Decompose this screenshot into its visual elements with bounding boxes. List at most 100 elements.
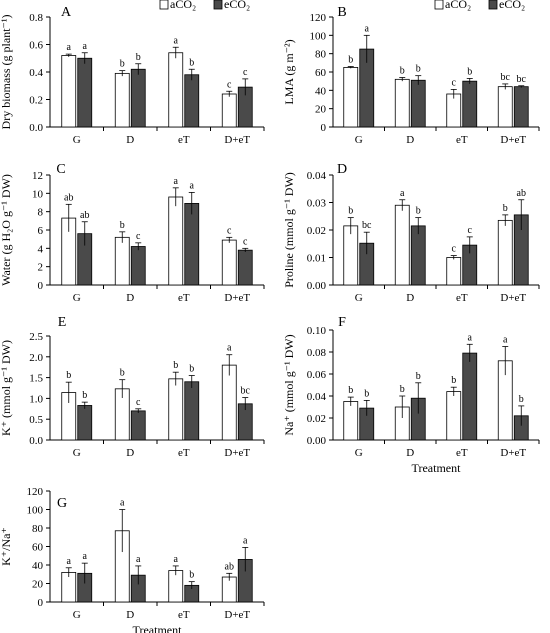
x-tick-label: D (126, 447, 134, 459)
x-tick-label: D+eT (224, 609, 250, 621)
y-tick-label: 120 (27, 486, 44, 498)
y-tick-label: 0.04 (307, 170, 327, 182)
chart-panel-F: 0.00 0.02 0.04 0.06 0.08 0.10 Na⁺ (mmol g⁻¹ DW… (282, 315, 540, 475)
significance-letter: b (416, 371, 421, 382)
legend-label: eCO₂ (499, 0, 525, 11)
panel-letter: E (58, 315, 67, 330)
y-tick-label: 0 (321, 122, 327, 134)
bar-aco2 (168, 52, 184, 128)
significance-letter: ab (225, 561, 234, 572)
x-tick-label: G (355, 134, 363, 146)
significance-letter: a (243, 535, 248, 546)
x-tick-label: D+eT (224, 134, 250, 146)
bar-aco2 (168, 378, 184, 441)
bar-eco2 (130, 410, 146, 441)
x-tick-label: D+eT (224, 447, 250, 459)
bar-aco2 (168, 196, 184, 286)
y-tick-label: 6 (38, 225, 44, 237)
panel-letter: G (57, 496, 67, 511)
significance-letter: b (82, 390, 87, 401)
bar-eco2 (184, 74, 200, 128)
y-tick-label: 10 (32, 188, 44, 200)
significance-letter: b (348, 55, 353, 66)
significance-letter: a (190, 180, 195, 191)
x-tick-label: G (73, 292, 81, 304)
y-tick-label: 100 (27, 505, 44, 517)
x-tick-label: D+eT (224, 292, 250, 304)
significance-letter: b (348, 385, 353, 396)
y-tick-label: 0.6 (29, 40, 43, 52)
legend-label: eCO₂ (224, 0, 250, 11)
significance-letter: c (136, 231, 141, 242)
y-axis-label: Dry biomass (g plant⁻¹) (0, 15, 13, 130)
y-tick-label: 0 (38, 597, 44, 609)
significance-letter: ab (64, 192, 73, 203)
y-axis-label: K⁺/Na⁺ (0, 527, 13, 566)
significance-letter: a (503, 335, 508, 346)
bar-eco2 (237, 249, 253, 286)
bar-aco2 (114, 72, 130, 128)
bar-aco2 (343, 225, 359, 286)
significance-letter: a (67, 42, 72, 53)
y-tick-label: 4 (38, 243, 44, 255)
y-tick-label: 0.02 (307, 413, 326, 425)
significance-letter: b (416, 64, 421, 75)
significance-letter: b (400, 66, 405, 77)
y-tick-label: 80 (315, 49, 327, 61)
panel-letter: D (337, 162, 347, 177)
y-tick-label: 20 (32, 579, 44, 591)
y-tick-label: 0.0 (29, 122, 43, 134)
x-tick-label: D (126, 292, 134, 304)
panel-letter: C (56, 162, 65, 177)
significance-letter: c (136, 397, 141, 408)
significance-letter: b (400, 384, 405, 395)
legend-label: aCO₂ (445, 0, 471, 11)
y-tick-label: 0.00 (307, 280, 327, 292)
y-tick-label: 100 (310, 30, 327, 42)
y-tick-label: 2.0 (29, 352, 43, 364)
significance-letter: c (452, 244, 457, 255)
y-tick-label: 20 (315, 104, 327, 116)
significance-letter: b (189, 364, 194, 375)
significance-letter: b (451, 375, 456, 386)
bar-aco2 (497, 219, 513, 286)
x-tick-label: G (73, 134, 81, 146)
y-tick-label: 0.04 (307, 391, 327, 403)
chart-panel-D: 0.00 0.01 0.02 0.03 0.04 Proline (mmol g⁻¹ DW… (282, 162, 540, 304)
legend-swatch-eco2 (488, 0, 498, 10)
y-tick-label: 8 (38, 207, 44, 219)
bar-aco2 (394, 78, 410, 128)
bar-aco2 (61, 55, 77, 128)
bar-aco2 (168, 570, 184, 603)
y-tick-label: 0.5 (29, 414, 43, 426)
x-axis-label: Treatment (133, 623, 183, 633)
y-tick-label: 0.08 (307, 347, 327, 359)
significance-letter: c (243, 67, 248, 78)
x-tick-label: G (355, 447, 363, 459)
bar-eco2 (77, 405, 93, 441)
x-tick-label: G (73, 447, 81, 459)
y-axis-label: Water (g H₂O g⁻¹ DW) (0, 174, 13, 286)
y-tick-label: 120 (310, 12, 327, 24)
bar-eco2 (410, 225, 426, 286)
bar-aco2 (497, 86, 513, 128)
significance-letter: ab (80, 210, 89, 221)
significance-letter: a (468, 332, 473, 343)
y-tick-label: 0.2 (29, 95, 43, 107)
y-tick-label: 1.5 (29, 373, 43, 385)
y-tick-label: 0 (38, 280, 44, 292)
significance-letter: a (174, 35, 179, 46)
y-tick-label: 0.03 (307, 198, 327, 210)
significance-letter: b (189, 570, 194, 581)
significance-letter: b (189, 57, 194, 68)
significance-letter: bc (517, 74, 527, 85)
bar-eco2 (410, 79, 426, 128)
y-tick-label: 2.5 (29, 331, 43, 343)
significance-letter: b (173, 360, 178, 371)
bar-aco2 (446, 93, 462, 128)
y-tick-label: 0.4 (29, 67, 43, 79)
bar-aco2 (221, 93, 237, 128)
